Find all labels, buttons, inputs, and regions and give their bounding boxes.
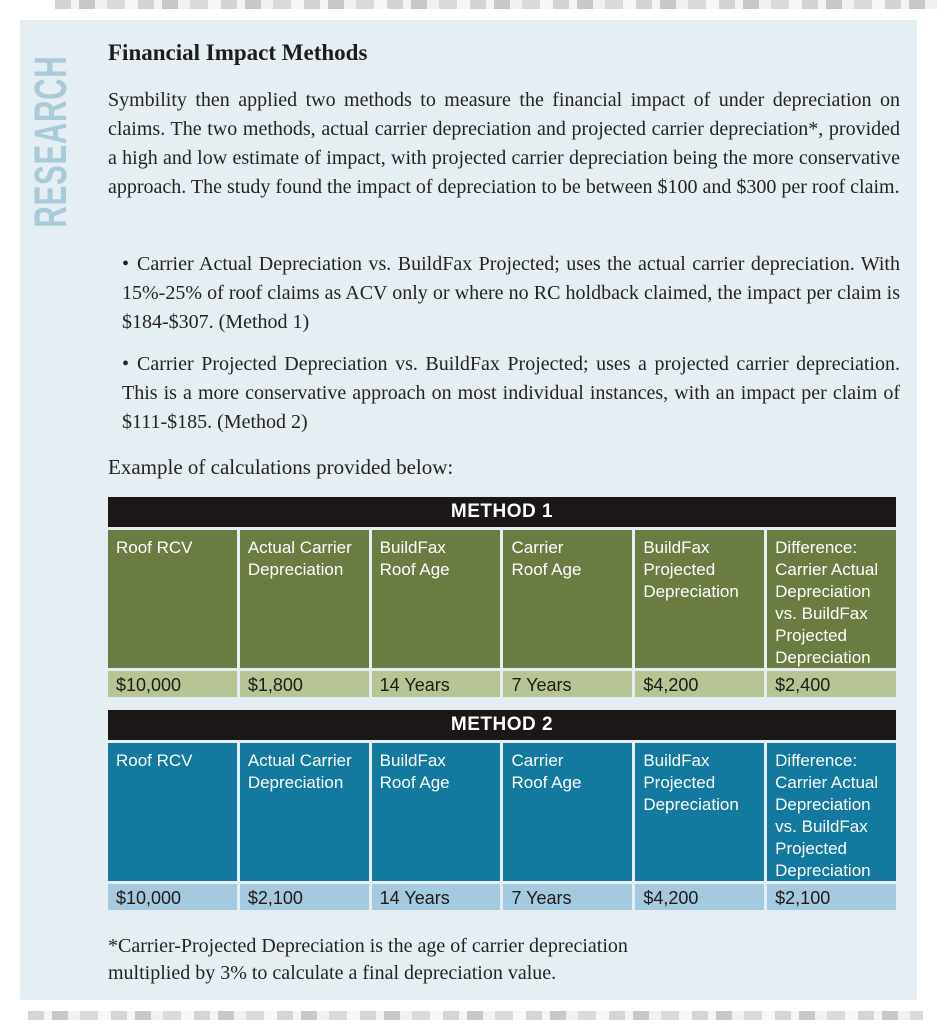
bullet-text: Carrier Actual Depreciation vs. BuildFax…: [122, 253, 900, 333]
column-header-carrier-roof-age: Carrier Roof Age: [503, 743, 633, 881]
bullet-icon: •: [122, 353, 130, 375]
cell-buildfax-projected-depreciation: $4,200: [635, 884, 765, 910]
column-header-buildfax-roof-age: BuildFax Roof Age: [371, 743, 501, 881]
research-sidebar-label: RESEARCH: [25, 55, 76, 228]
footnote-line-1: *Carrier-Projected Depreciation is the a…: [108, 935, 628, 957]
column-header-roof-rcv: Roof RCV: [108, 743, 237, 881]
scan-artifact-bottom: [28, 1011, 923, 1020]
column-header-buildfax-projected-depreciation: BuildFax Projected Depreciation: [635, 743, 765, 881]
cell-actual-carrier-depreciation: $2,100: [239, 884, 369, 910]
column-header-carrier-roof-age: Carrier Roof Age: [503, 530, 633, 668]
cell-difference: $2,400: [767, 671, 896, 697]
bullet-list: • Carrier Actual Depreciation vs. BuildFa…: [122, 250, 900, 450]
column-header-actual-carrier-depreciation: Actual Carrier Depreciation: [239, 530, 369, 668]
method-2-table: METHOD 2 Roof RCV Actual Carrier Depreci…: [108, 710, 896, 910]
column-header-roof-rcv: Roof RCV: [108, 530, 237, 668]
method-1-data-row: $10,000 $1,800 14 Years 7 Years $4,200 $…: [108, 671, 896, 697]
content-panel: RESEARCH Financial Impact Methods Symbil…: [20, 20, 917, 1000]
column-header-difference: Difference: Carrier Actual Depreciation …: [767, 743, 896, 881]
cell-buildfax-roof-age: 14 Years: [371, 884, 501, 910]
intro-paragraph: Symbility then applied two methods to me…: [108, 89, 900, 198]
column-header-buildfax-roof-age: BuildFax Roof Age: [371, 530, 501, 668]
cell-roof-rcv: $10,000: [108, 884, 237, 910]
bullet-item-method-1: • Carrier Actual Depreciation vs. BuildFa…: [122, 250, 900, 337]
cell-buildfax-roof-age: 14 Years: [371, 671, 501, 697]
bullet-item-method-2: • Carrier Projected Depreciation vs. Buil…: [122, 350, 900, 437]
cell-carrier-roof-age: 7 Years: [503, 884, 633, 910]
example-caption: Example of calculations provided below:: [108, 455, 454, 479]
method-2-header-row: Roof RCV Actual Carrier Depreciation Bui…: [108, 743, 896, 881]
cell-difference: $2,100: [767, 884, 896, 910]
cell-actual-carrier-depreciation: $1,800: [239, 671, 369, 697]
column-header-difference: Difference: Carrier Actual Depreciation …: [767, 530, 896, 668]
bullet-icon: •: [122, 253, 130, 275]
method-2-title-bar: METHOD 2: [108, 710, 896, 740]
page-title: Financial Impact Methods: [108, 40, 368, 65]
cell-carrier-roof-age: 7 Years: [503, 671, 633, 697]
column-header-actual-carrier-depreciation: Actual Carrier Depreciation: [239, 743, 369, 881]
cell-roof-rcv: $10,000: [108, 671, 237, 697]
column-header-buildfax-projected-depreciation: BuildFax Projected Depreciation: [635, 530, 765, 668]
scan-artifact-top: [55, 0, 937, 9]
method-1-table: METHOD 1 Roof RCV Actual Carrier Depreci…: [108, 497, 896, 697]
method-1-header-row: Roof RCV Actual Carrier Depreciation Bui…: [108, 530, 896, 668]
footnote-line-2: multiplied by 3% to calculate a final de…: [108, 962, 557, 984]
method-2-data-row: $10,000 $2,100 14 Years 7 Years $4,200 $…: [108, 884, 896, 910]
method-1-title-bar: METHOD 1: [108, 497, 896, 527]
footnote: *Carrier-Projected Depreciation is the a…: [108, 933, 628, 987]
cell-buildfax-projected-depreciation: $4,200: [635, 671, 765, 697]
bullet-text: Carrier Projected Depreciation vs. Build…: [122, 353, 900, 433]
